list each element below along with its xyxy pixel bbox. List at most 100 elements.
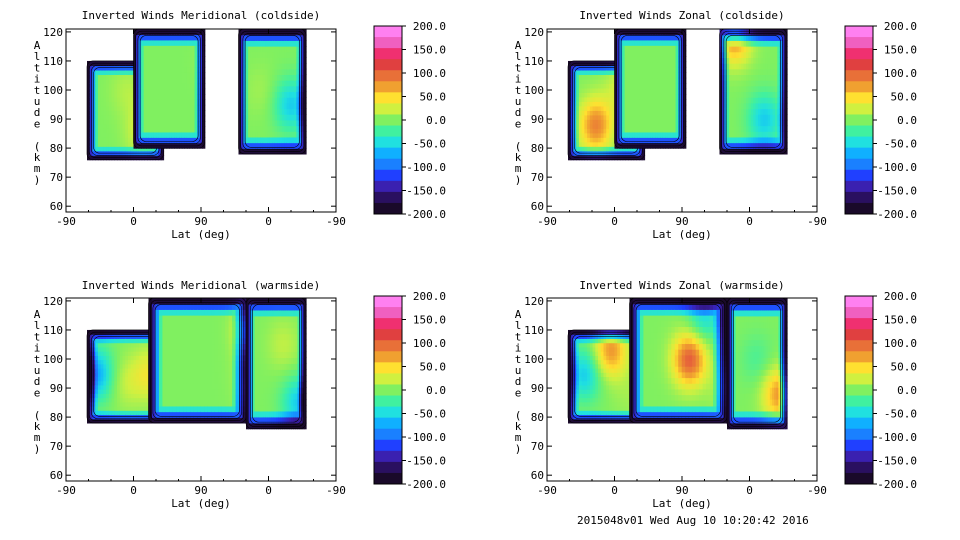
contour-cell — [127, 367, 132, 373]
contour-cell — [245, 51, 249, 58]
contour-cell — [151, 29, 155, 36]
contour-cell — [103, 372, 107, 378]
colorbar-segment — [374, 37, 402, 49]
contour-cell — [111, 410, 115, 416]
contour-cell — [117, 110, 121, 116]
contour-cell — [87, 338, 91, 344]
contour-cell — [772, 142, 776, 149]
contour-cell — [592, 69, 596, 76]
contour-cell — [166, 29, 170, 36]
contour-cell — [165, 366, 170, 373]
contour-cell — [240, 51, 244, 58]
contour-cell — [119, 69, 124, 76]
contour-cell — [660, 45, 664, 52]
contour-cell — [267, 74, 271, 81]
contour-cell — [277, 40, 281, 47]
contour-cell — [133, 110, 137, 117]
contour-cell — [125, 83, 129, 89]
contour-cell — [675, 56, 679, 63]
contour-cell — [114, 60, 118, 67]
contour-cell — [753, 148, 757, 155]
contour-cell — [122, 146, 126, 152]
contour-cell — [269, 34, 273, 41]
contour-cell — [296, 148, 300, 155]
contour-cell — [122, 69, 126, 76]
contour-cell — [624, 131, 628, 138]
contour-cell — [179, 349, 184, 356]
contour-cell — [587, 60, 591, 67]
contour-cell — [645, 45, 649, 52]
contour-cell — [252, 34, 256, 41]
contour-cell — [576, 110, 580, 116]
contour-cell — [158, 417, 164, 424]
contour-cell — [267, 51, 271, 58]
contour-cell — [680, 104, 684, 111]
contour-cell — [158, 349, 164, 356]
contour-cell — [153, 66, 158, 73]
contour-cell — [125, 367, 129, 373]
contour-cell — [255, 119, 259, 127]
contour-cell — [629, 34, 633, 41]
contour-cell — [245, 136, 249, 144]
contour-cell — [87, 65, 91, 71]
contour-cell — [87, 123, 91, 129]
contour-cell — [162, 417, 167, 424]
contour-cell — [291, 131, 295, 138]
contour-cell — [174, 88, 178, 95]
contour-cell — [774, 74, 778, 81]
contour-cell — [158, 343, 164, 350]
contour-cell — [634, 121, 639, 128]
contour-cell — [194, 104, 198, 111]
contour-cell — [169, 337, 174, 345]
contour-cell — [662, 29, 666, 36]
contour-cell — [262, 91, 266, 98]
contour-cell — [127, 346, 132, 352]
contour-cell — [184, 39, 188, 46]
contour-cell — [277, 57, 281, 64]
contour-cell — [136, 355, 140, 361]
contour-cell — [767, 57, 771, 64]
contour-cell — [117, 132, 121, 138]
contour-cell — [600, 74, 605, 80]
contour-cell — [627, 45, 631, 52]
contour-cell — [570, 65, 575, 71]
colorbar-segment — [845, 26, 873, 38]
contour-cell — [138, 137, 142, 144]
contour-cell — [169, 349, 174, 356]
contour-cell — [782, 91, 786, 98]
contour-cell — [136, 397, 140, 403]
contour-line — [135, 30, 203, 147]
contour-cell — [614, 126, 618, 133]
contour-cell — [158, 77, 163, 84]
contour-cell — [119, 114, 124, 120]
contour-cell — [731, 97, 735, 104]
contour-cell — [103, 65, 107, 71]
contour-cell — [650, 99, 654, 106]
contour-cell — [289, 46, 293, 53]
contour-cell — [174, 39, 178, 46]
y-axis-label-char: t — [515, 84, 522, 97]
contour-cell — [603, 65, 607, 71]
contour-cell — [155, 349, 160, 356]
contour-cell — [148, 83, 152, 90]
contour-cell — [172, 326, 177, 333]
contour-cell — [301, 136, 305, 144]
contour-cell — [301, 74, 305, 81]
contour-cell — [95, 150, 99, 156]
contour-cell — [655, 77, 659, 84]
contour-cell — [114, 351, 118, 356]
contour-cell — [665, 83, 669, 90]
contour-cell — [660, 39, 664, 46]
contour-cell — [252, 119, 256, 127]
contour-cell — [584, 119, 588, 125]
contour-cell — [117, 92, 121, 98]
contour-cell — [269, 74, 273, 81]
contour-cell — [189, 56, 193, 63]
contour-cell — [660, 77, 664, 84]
contour-cell — [746, 97, 750, 104]
contour-cell — [165, 394, 170, 401]
contour-cell — [578, 69, 583, 76]
contour-cell — [748, 114, 752, 121]
contour-cell — [197, 77, 201, 84]
contour-cell — [141, 99, 145, 106]
